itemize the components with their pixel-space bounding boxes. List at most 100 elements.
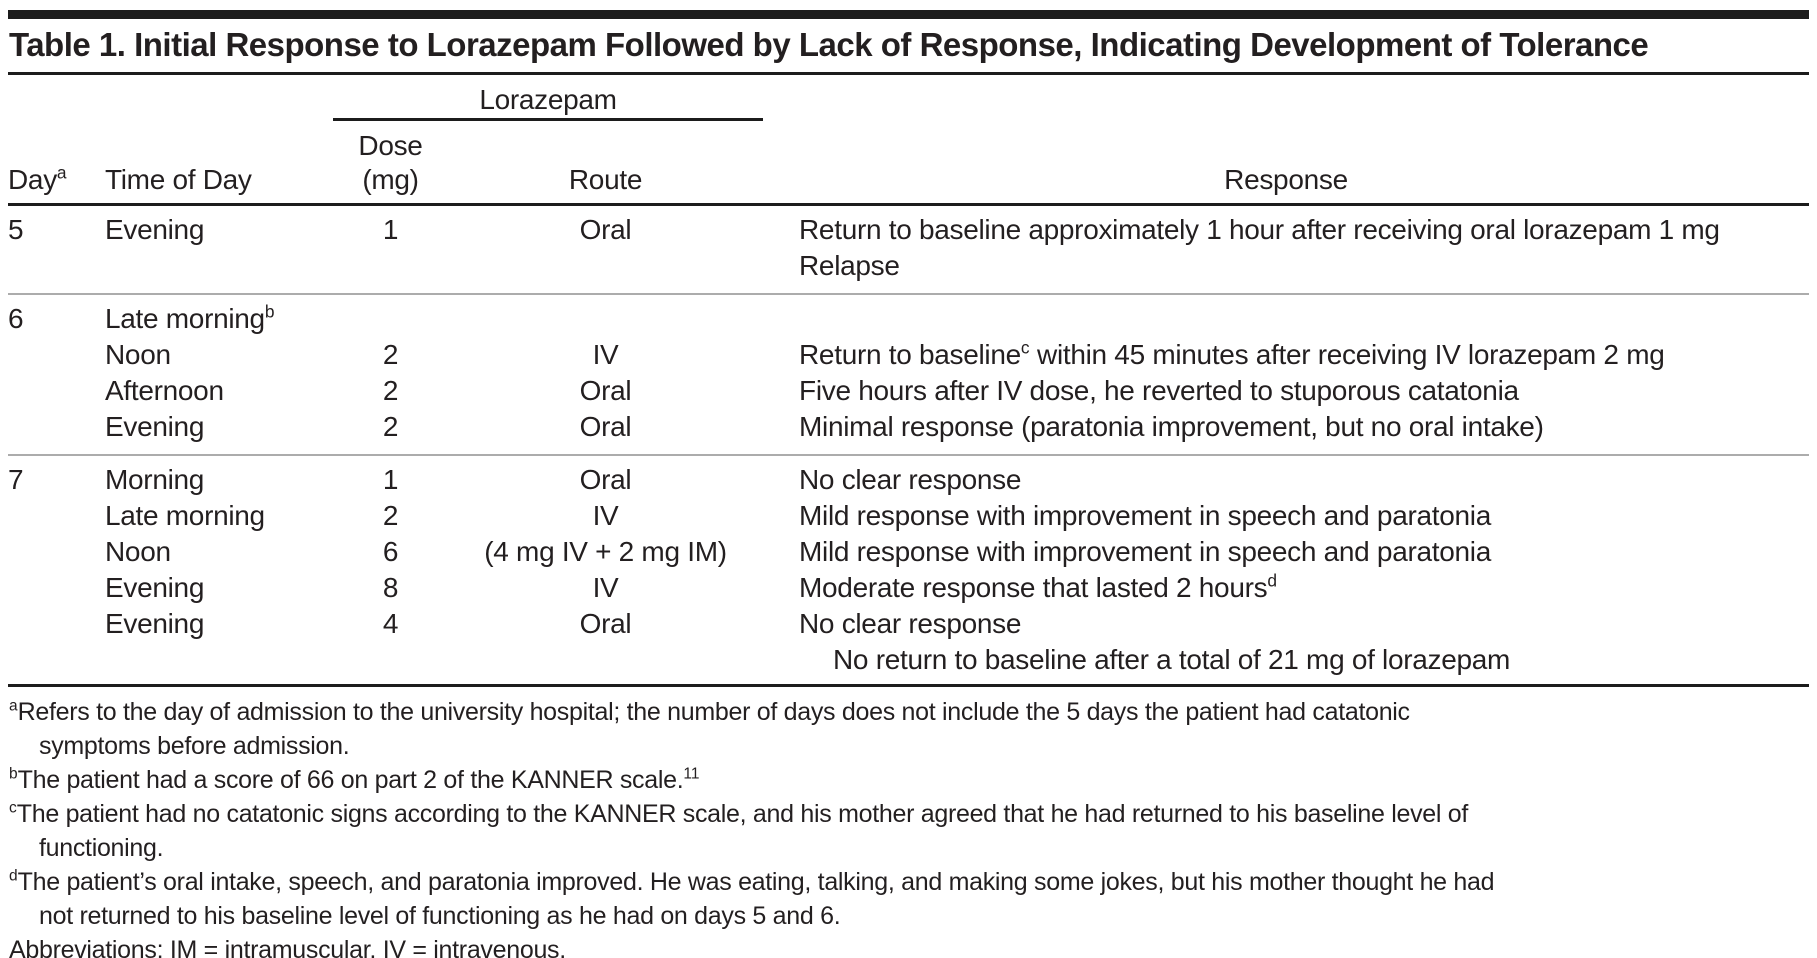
spanner-lorazepam: Lorazepam (333, 75, 764, 121)
day-cell (8, 570, 105, 606)
table-row: Evening 4 Oral No clear response (8, 606, 1809, 642)
header-time-of-day: Time of Day (105, 119, 333, 206)
table-row: No return to baseline after a total of 2… (8, 642, 1809, 684)
route-cell: Oral (579, 608, 632, 639)
response-cell: No clear response (763, 606, 1809, 642)
dose-cell (333, 293, 448, 337)
table-row: Afternoon 2 Oral Five hours after IV dose, … (8, 373, 1809, 409)
footnote-ref: b (264, 301, 275, 322)
response-line: Minimal response (paratonia improvement,… (799, 411, 1544, 442)
time-cell: Afternoon (105, 375, 224, 406)
response-cell: Mild response with improvement in speech… (763, 498, 1809, 534)
footnote-c-line: cThe patient had no catatonic signs acco… (9, 799, 1469, 828)
time-cell: Morning (105, 454, 333, 498)
table-row: Evening 2 Oral Minimal response (paratonia … (8, 409, 1809, 455)
abbreviations-line: Abbreviations: IM = intramuscular, IV = … (9, 936, 566, 958)
response-line: Moderate response that lasted 2 hoursd (799, 570, 1277, 603)
footnote-marker: a (9, 697, 18, 715)
time-cell: Noon (105, 536, 171, 567)
response-line: Return to baseline approximately 1 hour … (799, 214, 1720, 245)
footnote-c-line: functioning. (39, 834, 164, 862)
lorazepam-response-table: Lorazepam Daya Time of Day Dose (mg) Rou… (8, 75, 1809, 684)
table-row: 6 Late morningb (8, 293, 1809, 337)
footnote-a-line: symptoms before admission. (39, 732, 350, 760)
route-cell: Oral (448, 454, 764, 498)
route-cell (448, 293, 764, 337)
footnote-ref: d (1267, 570, 1277, 591)
route-cell: (4 mg IV + 2 mg IM) (484, 536, 727, 567)
table-row: Noon 6 (4 mg IV + 2 mg IM) Mild response wi… (8, 534, 1809, 570)
footnote-a-line: aRefers to the day of admission to the u… (9, 697, 1410, 726)
header-response: Response (763, 119, 1809, 206)
dose-cell: 4 (382, 608, 399, 639)
footnote-d-line: dThe patient’s oral intake, speech, and … (9, 867, 1495, 896)
citation-ref: 11 (683, 765, 700, 783)
day-cell (8, 409, 105, 455)
response-cell: Return to baselinec within 45 minutes af… (763, 337, 1809, 373)
response-cell: Moderate response that lasted 2 hoursd (763, 570, 1809, 606)
spanner-blank-left (8, 75, 333, 120)
header-day-label: Day (8, 164, 57, 195)
route-cell: Oral (579, 214, 632, 245)
footnote-ref: c (1020, 337, 1030, 358)
header-route-label: Route (568, 164, 643, 195)
header-dose-label: Dose (mg) (358, 130, 423, 195)
top-bar-rule (8, 10, 1809, 19)
header-day: Daya (8, 119, 105, 206)
response-cell: Return to baseline approximately 1 hour … (763, 205, 1809, 295)
column-header-row: Daya Time of Day Dose (mg) Route Respons… (8, 119, 1809, 206)
response-line: Relapse (799, 250, 900, 281)
header-response-label: Response (1224, 164, 1348, 195)
dose-cell: 2 (382, 375, 399, 406)
spanner-blank-right (763, 75, 1809, 120)
dose-cell (333, 642, 448, 684)
day-cell: 5 (8, 214, 24, 245)
dose-cell: 2 (382, 339, 399, 370)
day-cell (8, 642, 105, 684)
day-cell: 6 (8, 293, 105, 337)
dose-cell: 2 (382, 500, 399, 531)
footnote-d-line: not returned to his baseline level of fu… (39, 902, 841, 930)
header-dose: Dose (mg) (333, 119, 448, 206)
response-cell: Minimal response (paratonia improvement,… (763, 409, 1809, 455)
response-line: No return to baseline after a total of 2… (833, 644, 1511, 675)
footnote-marker: d (9, 867, 18, 885)
title-underline-rule (8, 72, 1809, 75)
footnote-marker: b (9, 765, 18, 783)
response-cell (763, 293, 1809, 337)
footnote-ref: a (56, 162, 67, 183)
route-cell: Oral (579, 375, 632, 406)
footnote-b-line: bThe patient had a score of 66 on part 2… (9, 765, 700, 794)
time-cell: Evening (105, 572, 205, 603)
table-row: Noon 2 IV Return to baselinec within 45 min… (8, 337, 1809, 373)
day-cell (8, 606, 105, 642)
time-cell: Evening (105, 608, 205, 639)
table-row: 5 Evening 1 Oral Return to baseline approxim… (8, 205, 1809, 295)
table-row: Evening 8 IV Moderate response that lasted … (8, 570, 1809, 606)
day-cell (8, 373, 105, 409)
table-bottom-rule (8, 684, 1809, 687)
route-cell: IV (592, 572, 619, 603)
route-cell: IV (592, 339, 619, 370)
response-cell: Five hours after IV dose, he reverted to… (763, 373, 1809, 409)
time-cell (105, 642, 333, 684)
response-line: No clear response (799, 464, 1022, 495)
day-cell (8, 498, 105, 534)
table-row: 7 Morning 1 Oral No clear response (8, 454, 1809, 498)
response-line: Return to baselinec within 45 minutes af… (799, 337, 1665, 370)
footnotes: aRefers to the day of admission to the u… (8, 687, 1809, 958)
dose-cell: 2 (382, 411, 399, 442)
response-cell: Mild response with improvement in speech… (763, 534, 1809, 570)
response-line: Five hours after IV dose, he reverted to… (799, 375, 1519, 406)
table-header: Lorazepam Daya Time of Day Dose (mg) Rou… (8, 75, 1809, 206)
response-line: Mild response with improvement in speech… (799, 500, 1491, 531)
table-title: Table 1. Initial Response to Lorazepam F… (9, 26, 1649, 63)
time-cell: Late morning (105, 500, 265, 531)
response-line: Mild response with improvement in speech… (799, 536, 1491, 567)
table-row: Late morning 2 IV Mild response with improv… (8, 498, 1809, 534)
spanner-label: Lorazepam (479, 84, 617, 115)
route-cell: IV (592, 500, 619, 531)
dose-cell: 1 (382, 214, 399, 245)
response-line: No clear response (799, 608, 1022, 639)
